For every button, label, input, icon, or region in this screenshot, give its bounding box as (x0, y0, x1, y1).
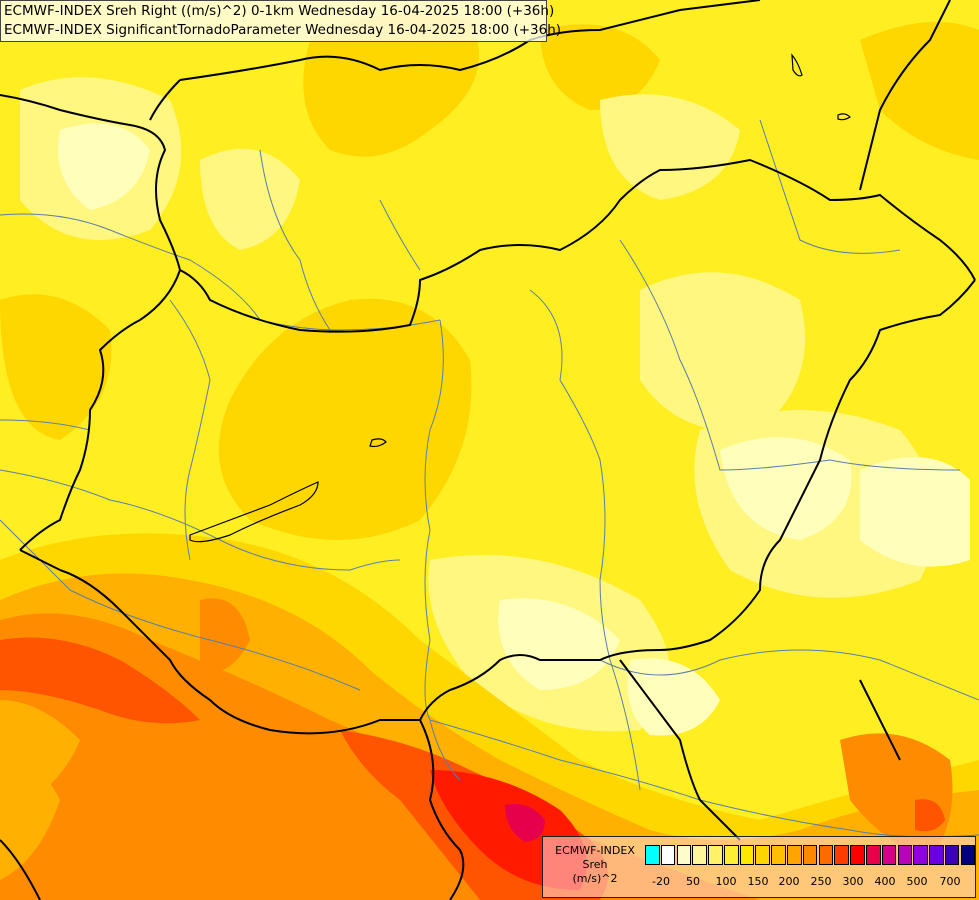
legend-tick-label: -20 (652, 875, 670, 888)
legend-tick-label: 150 (747, 875, 769, 888)
legend-swatch (755, 845, 771, 865)
legend-tick-label: 100 (715, 875, 737, 888)
legend-swatch (897, 845, 913, 865)
legend-swatch (660, 845, 676, 865)
legend-tick-label: 700 (939, 875, 961, 888)
legend-swatch (802, 845, 818, 865)
map-title-line-1: ECMWF-INDEX Sreh Right ((m/s)^2) 0-1km W… (4, 3, 555, 19)
legend-swatch (739, 845, 755, 865)
legend-swatch (708, 845, 723, 865)
legend-swatch (771, 845, 786, 865)
legend-swatch (913, 845, 928, 865)
legend-swatch (850, 845, 865, 865)
legend-swatch (818, 845, 834, 865)
legend-tick-label: 400 (874, 875, 896, 888)
color-legend: ECMWF-INDEX Sreh (m/s)^2 -20 50 100 150 200 2… (542, 836, 976, 898)
legend-swatch (834, 845, 849, 865)
field-gold (0, 13, 979, 540)
legend-swatch (944, 845, 960, 865)
legend-swatch (881, 845, 897, 865)
lakes (189, 53, 851, 543)
legend-swatch (723, 845, 739, 865)
legend-swatch (787, 845, 802, 865)
legend-swatch (960, 845, 976, 865)
map-title-line-2: ECMWF-INDEX SignificantTornadoParameter … (4, 22, 562, 38)
legend-tick-label: 300 (842, 875, 864, 888)
legend-tick-label: 250 (810, 875, 832, 888)
legend-title-line-1: ECMWF-INDEX (555, 844, 635, 857)
legend-swatch (929, 845, 944, 865)
legend-ticks: -20 50 100 150 200 250 300 400 500 700 (643, 875, 973, 891)
legend-tick-label: 500 (906, 875, 928, 888)
field-very-pale (58, 123, 970, 736)
legend-tick-label: 200 (778, 875, 800, 888)
legend-tick-label: 50 (686, 875, 700, 888)
map-title-box: ECMWF-INDEX Sreh Right ((m/s)^2) 0-1km W… (0, 0, 562, 42)
legend-swatch (645, 845, 660, 865)
legend-title: ECMWF-INDEX Sreh (m/s)^2 (547, 844, 643, 886)
legend-title-line-2: Sreh (582, 858, 608, 871)
legend-swatches (645, 845, 976, 865)
legend-swatch (865, 845, 881, 865)
legend-swatch (692, 845, 707, 865)
legend-title-line-3: (m/s)^2 (572, 872, 618, 885)
legend-swatch (676, 845, 692, 865)
